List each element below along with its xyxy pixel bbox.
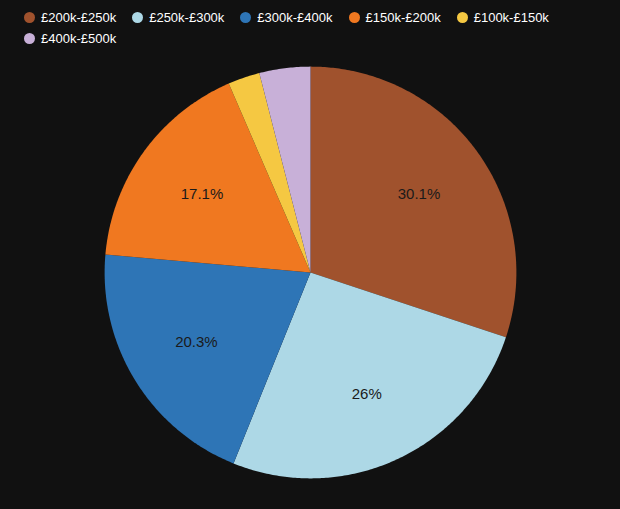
svg-text:17.1%: 17.1% [181, 185, 224, 202]
svg-text:26%: 26% [352, 385, 382, 402]
html-text:£100k-£150k: £100k-£150k [473, 10, 549, 25]
svg-text:30.1%: 30.1% [398, 185, 441, 202]
html-text:£400k-£500k: £400k-£500k [41, 31, 117, 46]
svg-text:20.3%: 20.3% [175, 333, 218, 350]
html-text:£250k-£300k: £250k-£300k [149, 10, 225, 25]
html-text:£300k-£400k: £300k-£400k [257, 10, 333, 25]
html-text:£200k-£250k: £200k-£250k [41, 10, 117, 25]
html-text:£150k-£200k: £150k-£200k [365, 10, 441, 25]
